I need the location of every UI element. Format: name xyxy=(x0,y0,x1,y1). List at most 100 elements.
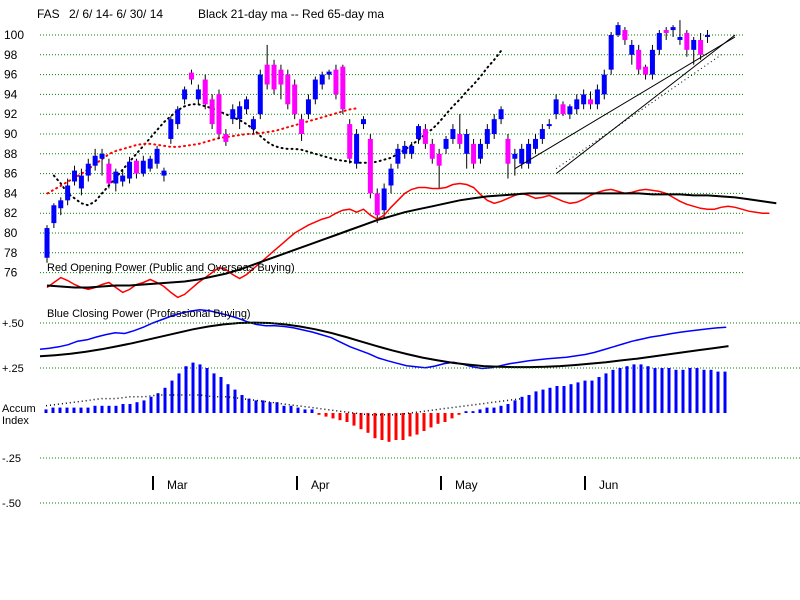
accum-bar xyxy=(506,404,510,413)
grid-lines xyxy=(40,34,745,274)
candle xyxy=(257,69,263,120)
candle xyxy=(127,156,133,184)
candle xyxy=(416,124,422,144)
candle xyxy=(670,25,676,37)
candle-body xyxy=(450,129,456,139)
candle-body xyxy=(305,99,311,115)
candle-body xyxy=(484,129,490,144)
accum-bar xyxy=(303,409,307,413)
accum-bar xyxy=(394,413,398,440)
accum-bar xyxy=(86,407,90,413)
accum-bar xyxy=(646,366,650,413)
accum-bar xyxy=(254,400,258,413)
accum-bar xyxy=(681,369,685,413)
candle-body xyxy=(140,160,146,174)
candle xyxy=(216,89,222,139)
accum-bar xyxy=(478,409,482,413)
accum-bar xyxy=(499,405,503,413)
candle xyxy=(560,101,566,117)
candle-body xyxy=(312,79,318,100)
candle-body xyxy=(202,79,208,105)
candle xyxy=(305,94,311,120)
price-tick-label: 96 xyxy=(4,68,18,82)
short-line xyxy=(514,36,736,170)
candle xyxy=(244,96,250,115)
candle-body xyxy=(354,134,360,164)
candle xyxy=(471,138,477,169)
accum-bar xyxy=(359,413,363,430)
candle xyxy=(299,114,305,141)
candle-body xyxy=(677,36,683,40)
opening-power-line xyxy=(46,182,770,299)
chart-date-range: 2/ 6/ 14- 6/ 30/ 14 xyxy=(69,7,163,21)
candle-body xyxy=(299,119,305,134)
accum-bar xyxy=(331,413,335,419)
candle-body xyxy=(477,143,483,159)
accum-bar xyxy=(639,364,643,413)
accum-axis-label: +.25 xyxy=(2,363,24,375)
accum-bar xyxy=(422,413,426,431)
accum-bar xyxy=(562,386,566,413)
candle-body xyxy=(244,99,250,110)
candle xyxy=(622,27,628,45)
candle xyxy=(643,64,649,80)
opening-power-ma xyxy=(46,192,777,289)
candle xyxy=(113,168,119,192)
candle-body xyxy=(636,49,642,70)
accum-bar xyxy=(618,368,622,413)
candle-body xyxy=(670,27,676,31)
candle-body xyxy=(51,205,57,224)
candle-body xyxy=(656,33,662,50)
month-label: Jun xyxy=(599,478,618,492)
candle-body xyxy=(44,228,50,258)
candle-body xyxy=(553,99,559,115)
candle xyxy=(409,141,415,159)
price-tick-label: 98 xyxy=(4,48,18,62)
candle-body xyxy=(319,74,325,85)
accum-bar xyxy=(436,413,440,424)
accum-bar xyxy=(79,407,83,413)
candle xyxy=(615,22,621,37)
accum-bar xyxy=(191,362,195,413)
candle-body xyxy=(264,64,270,85)
candle-body xyxy=(464,134,470,154)
accum-axis-label: -.50 xyxy=(2,498,21,510)
candle xyxy=(51,203,57,229)
candle-body xyxy=(65,185,71,201)
accum-bar xyxy=(632,364,636,413)
candle xyxy=(443,135,449,154)
candle xyxy=(319,71,325,90)
candle-body xyxy=(691,39,697,50)
accum-bar xyxy=(527,395,531,413)
candle xyxy=(202,74,208,110)
accum-axis-label: +.50 xyxy=(2,318,24,330)
candle-body xyxy=(505,138,511,164)
candle xyxy=(237,101,243,130)
accum-bar xyxy=(492,407,496,413)
candle-body xyxy=(195,89,201,100)
accum-bar xyxy=(541,389,545,413)
candle-body xyxy=(608,35,614,70)
accum-bar xyxy=(464,411,468,413)
candle-body xyxy=(250,119,256,130)
candle xyxy=(512,148,518,176)
candle-body xyxy=(58,200,64,209)
price-tick-label: 78 xyxy=(4,246,18,260)
candle xyxy=(588,91,594,110)
candle-body xyxy=(388,168,394,186)
candle-body xyxy=(292,84,298,115)
opening-power-panel xyxy=(46,182,777,299)
accum-bar xyxy=(219,377,223,413)
opening-power-label: Red Opening Power (Public and Overseas B… xyxy=(47,262,295,274)
candle-body xyxy=(684,33,690,50)
candle-body xyxy=(333,69,339,95)
accum-bar xyxy=(485,407,489,413)
candle xyxy=(133,158,139,179)
accum-bar xyxy=(415,413,419,435)
candle xyxy=(381,183,387,219)
accum-bar xyxy=(282,405,286,413)
closing-power-panel xyxy=(39,308,729,370)
candle xyxy=(388,163,394,194)
accum-bar xyxy=(555,386,559,413)
accum-bar xyxy=(268,402,272,413)
